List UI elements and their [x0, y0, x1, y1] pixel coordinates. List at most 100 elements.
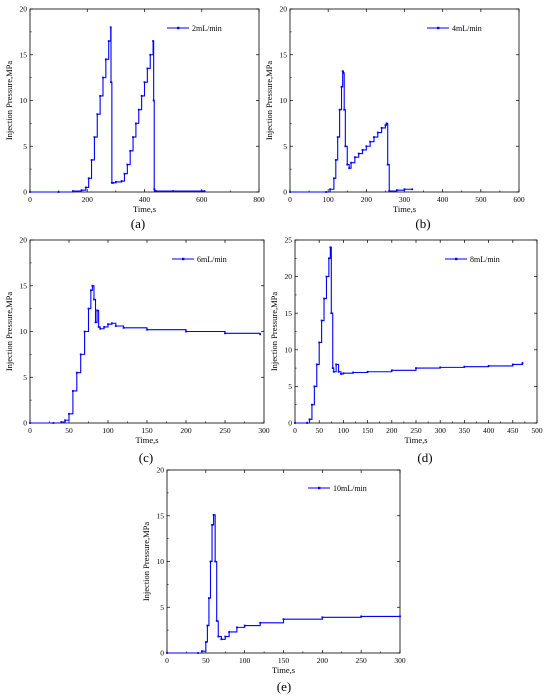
- x-tick-label: 200: [386, 426, 398, 435]
- panel-caption: (d): [417, 450, 432, 465]
- y-tick-label: 10: [285, 345, 293, 354]
- y-axis-label: Injection Pressure,MPa: [4, 292, 14, 372]
- data-point: [209, 560, 212, 563]
- data-point: [112, 181, 114, 184]
- chart-panel-5: 0 50 100 150 200 250 300 0 5 10 15 20 Time,s Injectio…: [141, 466, 406, 694]
- legend-marker: [177, 26, 180, 30]
- y-tick-label: 15: [285, 309, 293, 318]
- data-point: [342, 72, 345, 74]
- data-point: [353, 156, 356, 159]
- data-point: [110, 181, 113, 184]
- data-point: [79, 353, 82, 356]
- x-tick-label: 300: [399, 195, 411, 204]
- data-point: [395, 189, 398, 192]
- data-point: [75, 371, 78, 374]
- data-point: [99, 95, 102, 97]
- data-point: [294, 422, 296, 424]
- data-point: [143, 81, 146, 84]
- y-tick-label: 15: [20, 50, 28, 59]
- data-point: [330, 312, 333, 315]
- y-tick-label: 20: [20, 5, 28, 14]
- data-point: [146, 67, 149, 70]
- data-point: [340, 373, 342, 375]
- data-point: [204, 641, 207, 643]
- data-point: [385, 122, 388, 125]
- data-point: [89, 289, 92, 292]
- data-point: [135, 122, 137, 125]
- data-point: [350, 161, 352, 164]
- data-point: [93, 298, 95, 301]
- data-point: [388, 190, 391, 192]
- legend-label: 6mL/min: [197, 255, 227, 264]
- x-tick-label: 500: [475, 195, 487, 204]
- data-point: [318, 341, 321, 344]
- y-tick-label: 5: [283, 142, 287, 151]
- y-tick-label: 10: [280, 96, 288, 105]
- data-point: [308, 418, 311, 421]
- data-point: [335, 363, 338, 366]
- y-tick-label: 25: [285, 236, 293, 245]
- data-point: [91, 284, 94, 287]
- data-point: [337, 370, 340, 373]
- data-point: [68, 412, 70, 415]
- data-point: [329, 188, 331, 191]
- data-point: [259, 333, 261, 336]
- y-tick-label: 0: [283, 188, 287, 197]
- x-tick-label: 300: [394, 656, 406, 665]
- data-point: [123, 172, 126, 175]
- data-point: [90, 159, 93, 161]
- data-point: [200, 190, 203, 192]
- data-point: [352, 371, 354, 374]
- y-tick-label: 15: [280, 50, 288, 59]
- data-point: [361, 149, 364, 151]
- y-axis-label: Injection Pressure,MPa: [4, 61, 14, 141]
- data-point: [201, 650, 203, 653]
- data-point: [185, 330, 187, 333]
- x-tick-label: 150: [141, 426, 153, 435]
- data-point: [126, 163, 129, 166]
- data-point: [102, 76, 104, 79]
- data-point: [211, 524, 213, 526]
- data-point: [411, 188, 414, 191]
- data-point: [306, 422, 308, 424]
- y-tick-label: 15: [20, 281, 28, 290]
- x-tick-label: 150: [278, 656, 290, 665]
- y-axis-label: Injection Pressure,MPa: [264, 61, 274, 141]
- data-point: [72, 190, 74, 192]
- data-point: [220, 638, 223, 641]
- x-tick-label: 0: [165, 656, 169, 665]
- data-point: [122, 326, 125, 329]
- x-tick-label: 100: [338, 426, 350, 435]
- x-tick-label: 500: [531, 426, 543, 435]
- y-axis-label: Injection Pressure,MPa: [141, 522, 151, 602]
- data-point: [152, 99, 155, 102]
- y-tick-label: 10: [20, 327, 28, 336]
- x-tick-label: 0: [28, 426, 32, 435]
- data-point: [313, 385, 316, 388]
- data-point: [96, 113, 99, 116]
- x-tick-label: 150: [362, 426, 374, 435]
- data-point: [103, 326, 105, 328]
- data-point: [87, 307, 90, 310]
- data-point: [390, 369, 393, 372]
- data-point: [197, 652, 199, 654]
- data-point: [331, 367, 334, 369]
- data-point: [332, 370, 335, 373]
- data-point: [321, 616, 324, 619]
- x-tick-label: 400: [139, 195, 151, 204]
- data-point: [99, 327, 102, 330]
- series-line: [295, 246, 524, 424]
- y-axis-label: Injection Pressure,MPa: [269, 292, 279, 372]
- data-point: [521, 362, 524, 364]
- x-axis-label: Time,s: [135, 435, 158, 445]
- x-tick-label: 600: [513, 195, 525, 204]
- x-tick-label: 350: [459, 426, 471, 435]
- data-point: [289, 191, 291, 193]
- data-point: [52, 422, 55, 424]
- x-axis-label: Time,s: [133, 204, 156, 214]
- data-point: [320, 319, 323, 322]
- y-tick-label: 5: [160, 603, 164, 612]
- y-tick-label: 10: [157, 557, 165, 566]
- panel-caption: (c): [139, 450, 153, 465]
- x-axis-label: Time,s: [393, 204, 416, 214]
